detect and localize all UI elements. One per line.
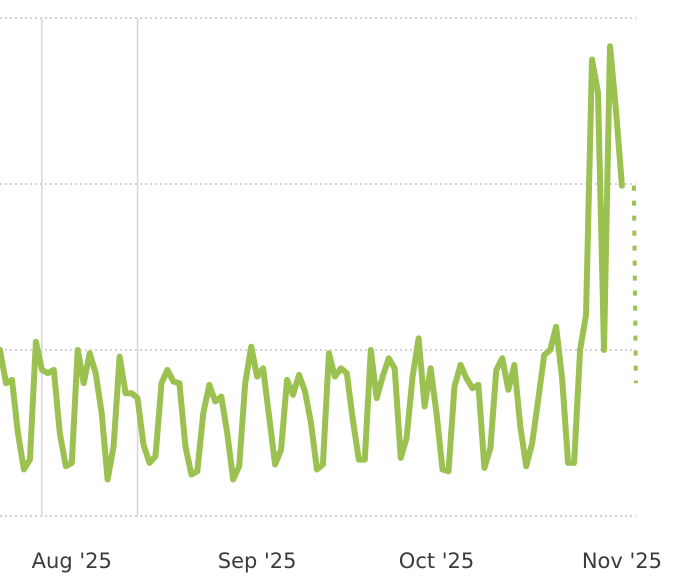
series-layer bbox=[0, 43, 638, 483]
series-line-0 bbox=[0, 43, 625, 483]
x-tick-label: Sep '25 bbox=[218, 549, 297, 573]
x-tick-label: Aug '25 bbox=[32, 549, 112, 573]
vertical-marker-lines bbox=[41, 18, 139, 516]
x-tick-label: Nov '25 bbox=[582, 549, 662, 573]
x-tick-label: Oct '25 bbox=[399, 549, 474, 573]
grid-lines bbox=[0, 17, 636, 517]
partial-period-line bbox=[631, 185, 638, 384]
x-axis-ticks: Aug '25 Sep '25 Oct '25 Nov '25 bbox=[32, 549, 662, 573]
